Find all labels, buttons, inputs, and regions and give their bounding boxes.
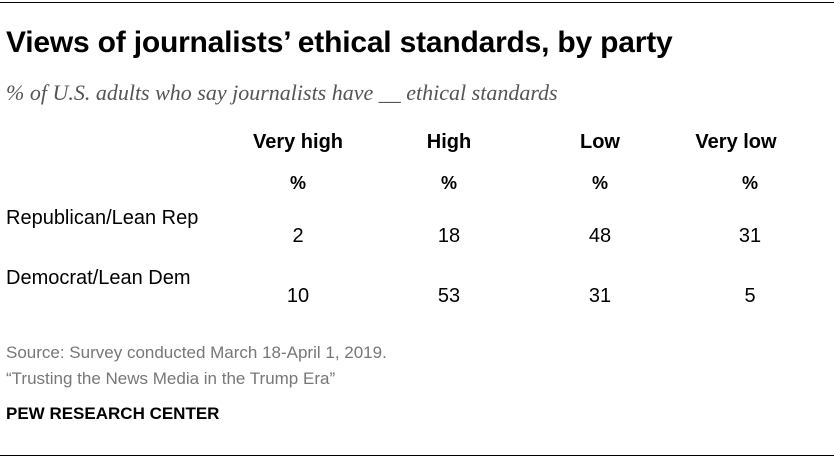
- row-label-republican: Republican/Lean Rep: [6, 207, 199, 229]
- chart-title: Views of journalists’ ethical standards,…: [6, 26, 673, 59]
- cell-republican-very-low: 31: [738, 225, 762, 247]
- column-header-high: High: [426, 131, 472, 153]
- source-text: Source: Survey conducted March 18-April …: [6, 343, 387, 362]
- cell-republican-low: 48: [588, 225, 612, 247]
- cell-democrat-high: 53: [437, 285, 461, 307]
- report-title: “Trusting the News Media in the Trump Er…: [6, 369, 336, 388]
- source-note: Source: Survey conducted March 18-April …: [6, 340, 387, 392]
- column-header-very-low: Very low: [695, 131, 777, 153]
- row-label-democrat: Democrat/Lean Dem: [6, 267, 191, 289]
- unit-label-very-high: %: [289, 173, 306, 193]
- cell-democrat-very-high: 10: [286, 285, 310, 307]
- unit-label-low: %: [591, 173, 608, 193]
- cell-republican-high: 18: [437, 225, 461, 247]
- chart-subtitle: % of U.S. adults who say journalists hav…: [6, 80, 558, 105]
- unit-label-very-low: %: [741, 173, 758, 193]
- cell-republican-very-high: 2: [292, 225, 304, 247]
- unit-label-high: %: [440, 173, 457, 193]
- top-rule: [0, 2, 834, 3]
- bottom-rule: [0, 455, 834, 456]
- column-header-very-high: Very high: [252, 131, 344, 153]
- column-header-low: Low: [580, 131, 620, 153]
- brand-logo-text: PEW RESEARCH CENTER: [6, 404, 220, 423]
- cell-democrat-low: 31: [588, 285, 612, 307]
- cell-democrat-very-low: 5: [744, 285, 756, 307]
